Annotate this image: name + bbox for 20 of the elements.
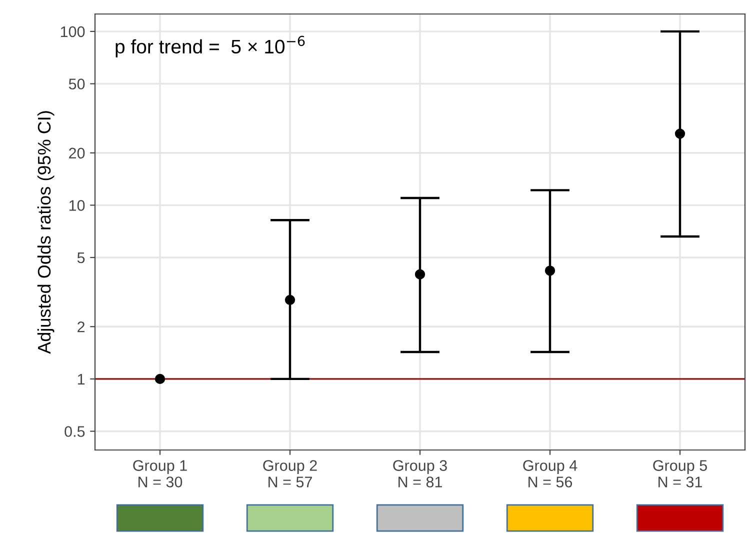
x-tick-label: Group 5 N = 31	[653, 460, 707, 488]
y-tick-label: 0.5	[64, 426, 85, 437]
y-tick-label: 1	[78, 374, 85, 384]
x-tick-label: Group 2 N = 57	[263, 460, 317, 488]
y-tick-label: 100	[60, 26, 85, 38]
annotation: p for trend = 5 × 10$^{−6}$	[116, 36, 305, 58]
y-tick-label: 10	[69, 200, 85, 211]
x-tick-label: Group 1 N = 30	[133, 460, 187, 488]
x-tick-label: Group 4 N = 56	[523, 460, 578, 488]
y-tick-label: 20	[69, 148, 85, 159]
y-tick-label: 5	[77, 252, 85, 264]
point	[154, 374, 166, 384]
y-axis-title: Adjusted Odds ratios (95% CI)	[37, 111, 54, 354]
point	[414, 269, 426, 280]
y-tick-label: 2	[78, 322, 85, 332]
point	[674, 128, 686, 139]
point	[544, 266, 556, 276]
point	[284, 294, 296, 305]
x-tick-label: Group 3 N = 81	[393, 460, 447, 488]
y-tick-label: 50	[68, 78, 85, 90]
